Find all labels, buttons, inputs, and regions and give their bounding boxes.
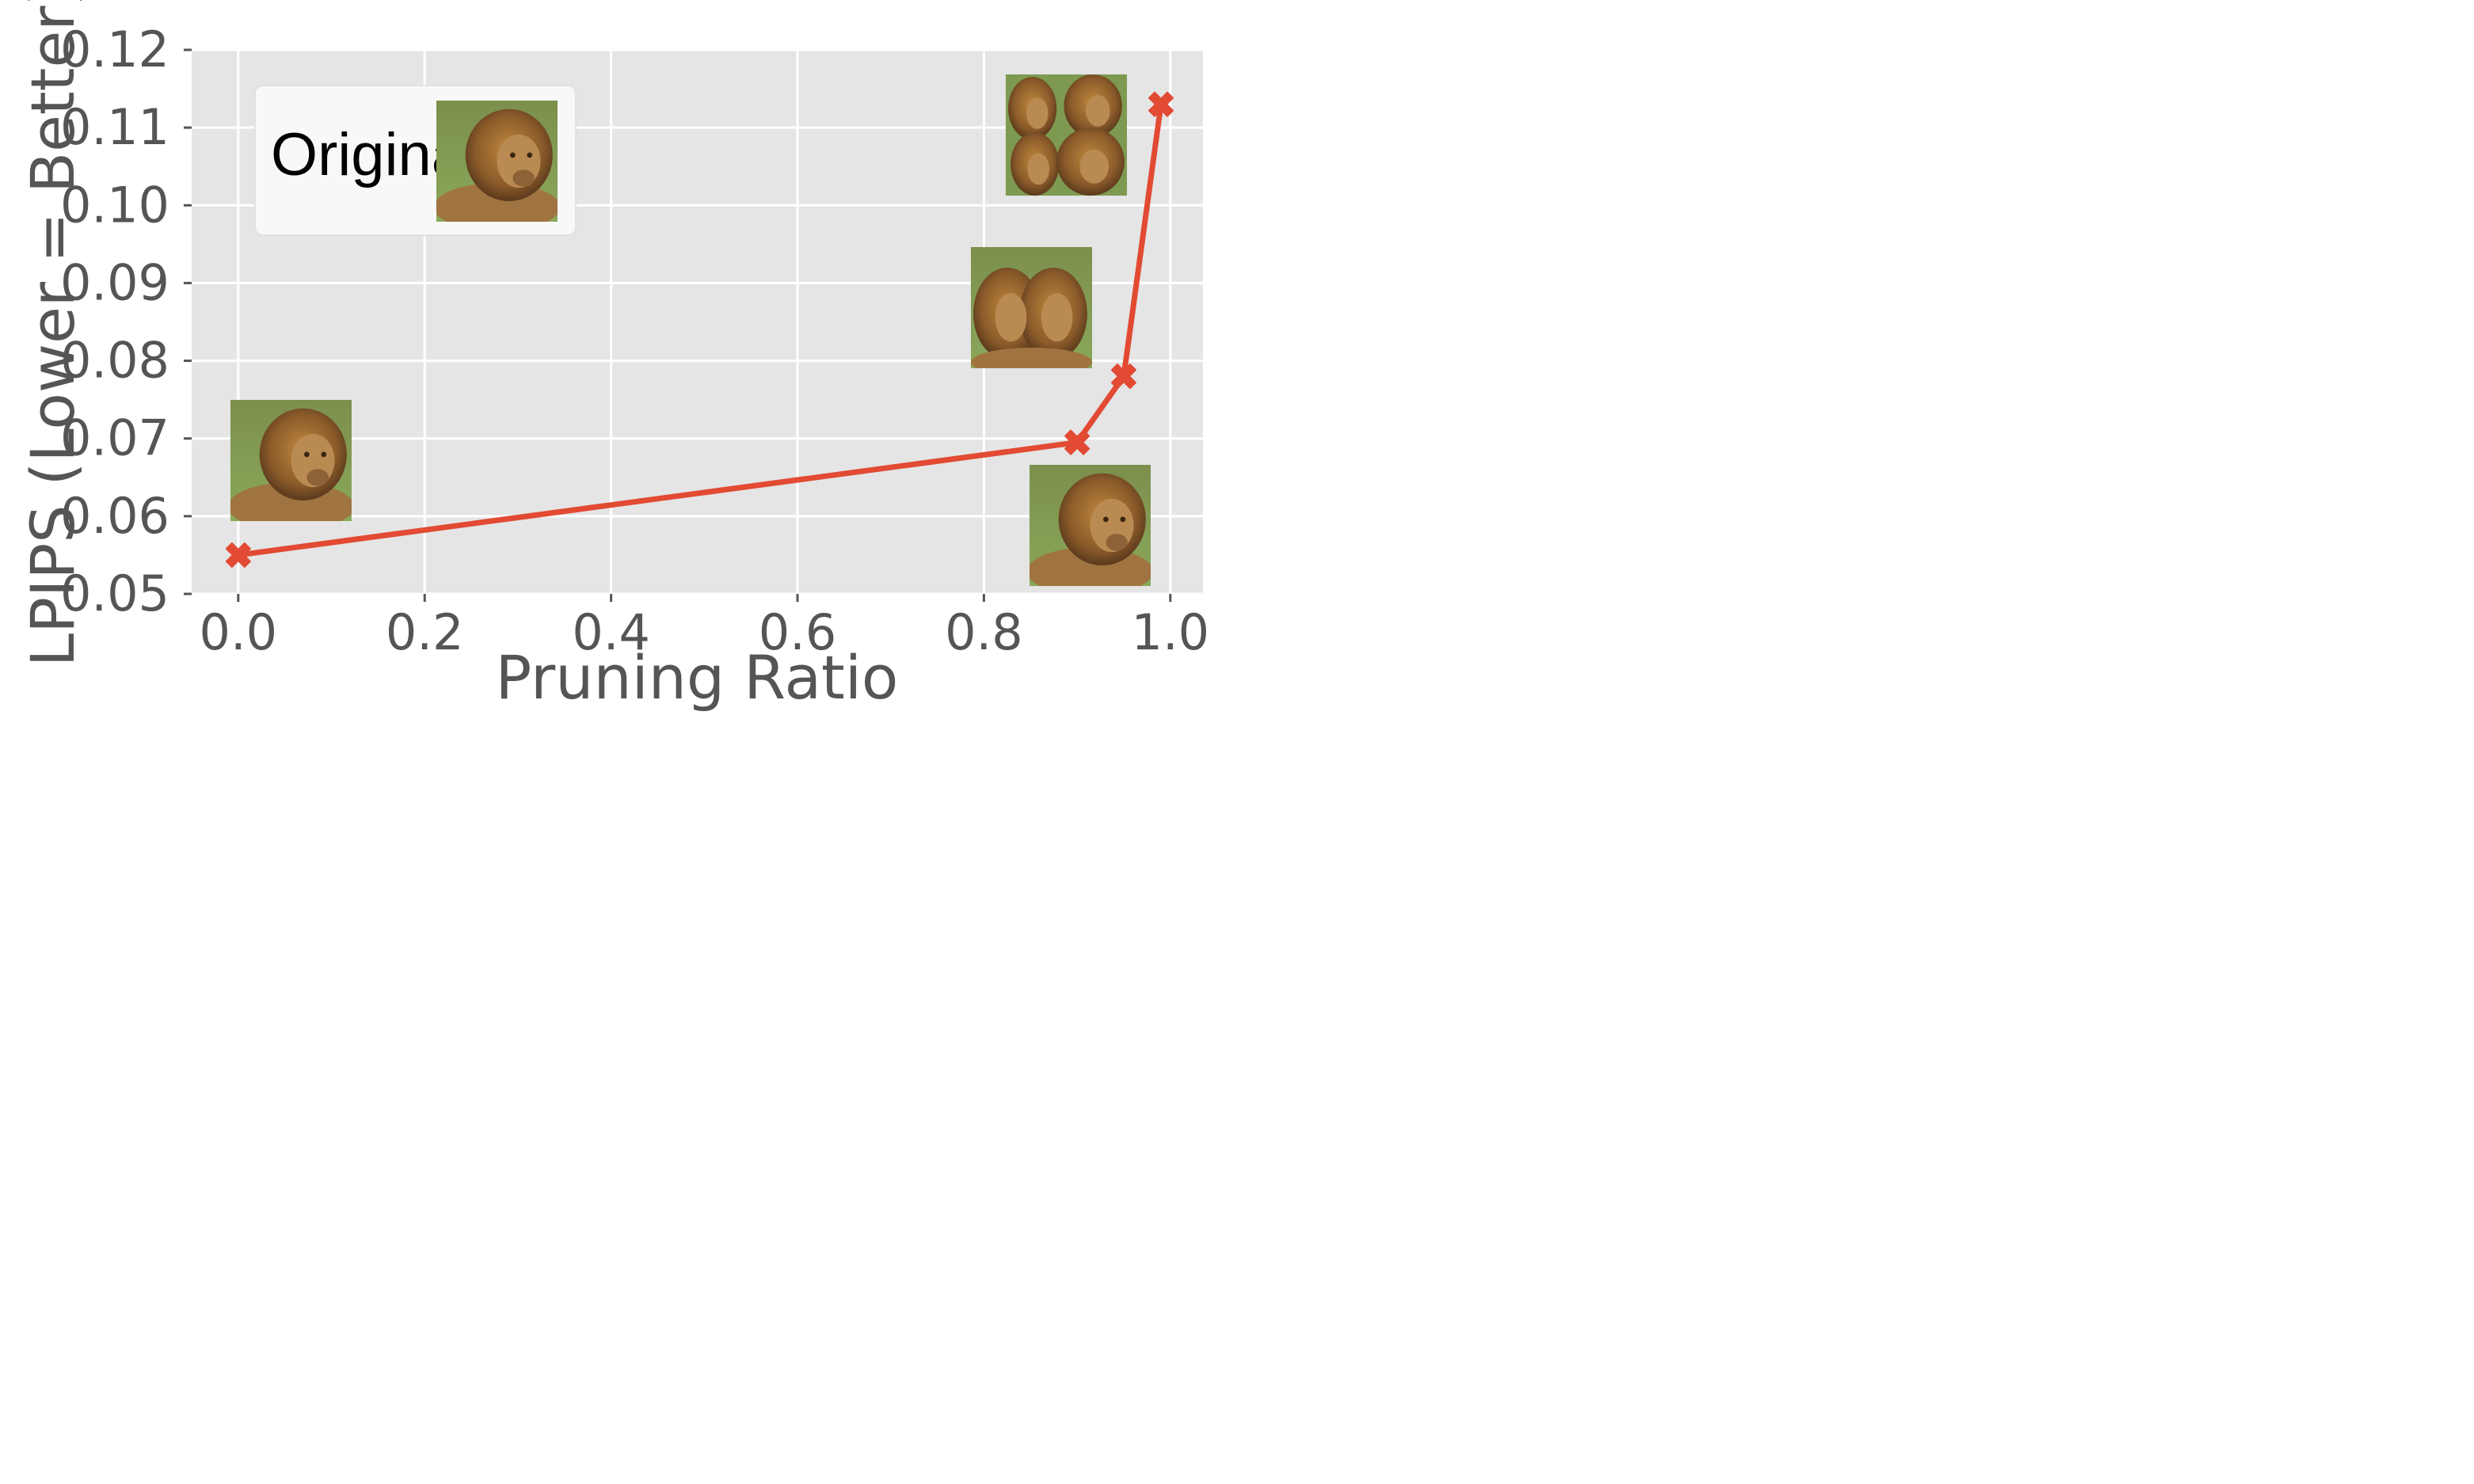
x-tick-label: 0.4 [572,603,650,661]
y-tick-label: 0.11 [60,98,169,156]
x-tick-label: 0.6 [759,603,837,661]
lion-thumbnail-ratio-0.99 [1006,74,1127,196]
lion-thumbnail-ratio-0 [230,400,352,521]
x-axis-label: Pruning Ratio [496,642,899,713]
y-axis-label: LPIPS (Lower = Better) [17,0,88,667]
y-tick-label: 0.05 [60,565,169,622]
x-tick-label: 0.8 [945,603,1023,661]
x-tick-label: 0.2 [386,603,464,661]
lion-thumbnail-ratio-0.9 [1030,465,1151,586]
y-tick-label: 0.07 [60,409,169,467]
lion-thumbnail-ratio-0.95 [971,247,1092,368]
data-point-marker [225,542,251,568]
y-tick-labels: 0.05 0.06 0.07 0.08 0.09 0.10 0.11 0.12 [60,21,169,622]
legend: Original: [254,85,577,236]
x-tick-label: 0.0 [200,603,278,661]
axis-ticks [184,48,1172,602]
x-tick-labels: 0.0 0.2 0.4 0.6 0.8 1.0 [200,603,1210,661]
x-tick-label: 1.0 [1132,603,1210,661]
y-tick-label: 0.08 [60,332,169,390]
y-tick-label: 0.12 [60,21,169,78]
y-tick-label: 0.06 [60,487,169,545]
y-tick-label: 0.10 [60,176,169,234]
y-tick-label: 0.09 [60,253,169,311]
series-layer [225,91,1174,568]
data-point-marker [1110,363,1136,390]
data-point-marker [1148,91,1174,117]
series-line [238,104,1164,558]
data-point-marker [1064,429,1090,455]
lion-thumbnail-original [436,101,558,222]
